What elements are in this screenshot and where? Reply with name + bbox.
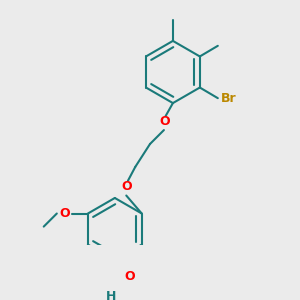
Text: O: O — [60, 207, 70, 220]
Text: Br: Br — [221, 92, 237, 105]
Text: H: H — [106, 290, 116, 300]
Text: O: O — [124, 270, 135, 283]
Text: O: O — [159, 115, 170, 128]
Text: O: O — [122, 180, 132, 193]
